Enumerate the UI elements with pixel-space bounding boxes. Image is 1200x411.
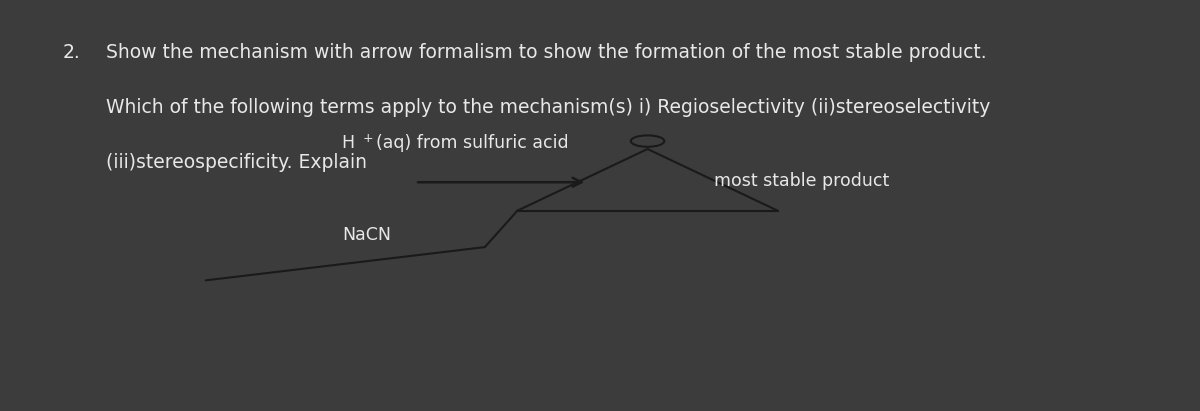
Text: (iii)stereospecificity. Explain: (iii)stereospecificity. Explain [106, 153, 367, 172]
Text: H: H [341, 134, 354, 152]
Text: NaCN: NaCN [342, 226, 391, 244]
Text: most stable product: most stable product [714, 172, 889, 190]
Text: Which of the following terms apply to the mechanism(s) i) Regioselectivity (ii)s: Which of the following terms apply to th… [106, 98, 990, 117]
Text: Show the mechanism with arrow formalism to show the formation of the most stable: Show the mechanism with arrow formalism … [106, 43, 986, 62]
Text: 2.: 2. [62, 43, 80, 62]
Text: +: + [362, 132, 373, 145]
Text: (aq) from sulfuric acid: (aq) from sulfuric acid [376, 134, 569, 152]
